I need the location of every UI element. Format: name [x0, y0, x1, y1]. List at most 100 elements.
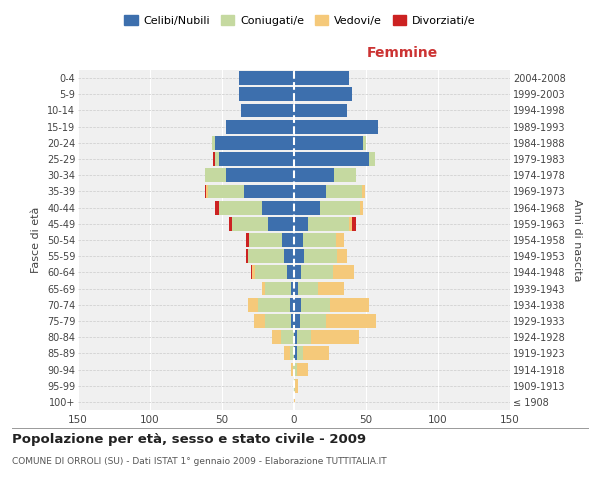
Bar: [302, 233, 336, 247]
Bar: [294, 298, 301, 312]
Bar: [294, 217, 308, 230]
Bar: [255, 266, 287, 280]
Bar: [215, 152, 219, 166]
Bar: [268, 217, 294, 230]
Bar: [294, 104, 347, 118]
Bar: [294, 362, 297, 376]
Bar: [248, 298, 258, 312]
Bar: [244, 184, 294, 198]
Bar: [334, 168, 356, 182]
Bar: [294, 330, 297, 344]
Bar: [294, 395, 295, 409]
Bar: [239, 71, 294, 85]
Bar: [251, 266, 252, 280]
Bar: [294, 71, 349, 85]
Bar: [294, 168, 334, 182]
Bar: [336, 233, 344, 247]
Bar: [294, 152, 369, 166]
Bar: [360, 200, 363, 214]
Text: Femmine: Femmine: [367, 46, 437, 60]
Bar: [239, 88, 294, 101]
Text: COMUNE DI ORROLI (SU) - Dati ISTAT 1° gennaio 2009 - Elaborazione TUTTITALIA.IT: COMUNE DI ORROLI (SU) - Dati ISTAT 1° ge…: [12, 457, 386, 466]
Bar: [290, 346, 294, 360]
Bar: [283, 233, 294, 247]
Bar: [219, 152, 294, 166]
Bar: [363, 136, 366, 149]
Bar: [215, 136, 294, 149]
Bar: [215, 200, 219, 214]
Bar: [272, 330, 281, 344]
Bar: [291, 282, 294, 296]
Bar: [294, 200, 320, 214]
Bar: [298, 282, 319, 296]
Bar: [290, 298, 294, 312]
Bar: [294, 314, 300, 328]
Bar: [295, 379, 298, 392]
Bar: [294, 233, 302, 247]
Bar: [333, 266, 355, 280]
Bar: [232, 217, 268, 230]
Bar: [294, 120, 377, 134]
Bar: [297, 346, 302, 360]
Y-axis label: Anni di nascita: Anni di nascita: [572, 198, 582, 281]
Bar: [301, 266, 333, 280]
Bar: [297, 330, 311, 344]
Bar: [214, 152, 215, 166]
Bar: [252, 266, 255, 280]
Bar: [248, 250, 284, 263]
Legend: Celibi/Nubili, Coniugati/e, Vedovi/e, Divorziati/e: Celibi/Nubili, Coniugati/e, Vedovi/e, Di…: [120, 10, 480, 30]
Bar: [349, 217, 352, 230]
Bar: [294, 266, 301, 280]
Bar: [308, 217, 349, 230]
Bar: [291, 362, 293, 376]
Bar: [254, 314, 265, 328]
Bar: [326, 314, 376, 328]
Bar: [205, 168, 226, 182]
Bar: [293, 362, 294, 376]
Bar: [241, 104, 294, 118]
Bar: [258, 298, 290, 312]
Bar: [304, 250, 337, 263]
Bar: [294, 346, 297, 360]
Bar: [300, 314, 326, 328]
Bar: [320, 200, 360, 214]
Bar: [297, 362, 308, 376]
Bar: [337, 250, 347, 263]
Bar: [352, 217, 356, 230]
Bar: [319, 282, 344, 296]
Bar: [205, 184, 206, 198]
Bar: [369, 152, 374, 166]
Text: Popolazione per età, sesso e stato civile - 2009: Popolazione per età, sesso e stato civil…: [12, 432, 366, 446]
Bar: [247, 250, 248, 263]
Bar: [302, 346, 329, 360]
Bar: [294, 250, 304, 263]
Bar: [294, 136, 363, 149]
Bar: [262, 282, 265, 296]
Bar: [212, 136, 215, 149]
Bar: [284, 346, 290, 360]
Bar: [294, 88, 352, 101]
Bar: [262, 200, 294, 214]
Bar: [294, 379, 295, 392]
Bar: [284, 250, 294, 263]
Bar: [265, 314, 291, 328]
Bar: [247, 233, 250, 247]
Bar: [291, 314, 294, 328]
Bar: [265, 282, 291, 296]
Bar: [219, 200, 262, 214]
Bar: [311, 330, 359, 344]
Y-axis label: Fasce di età: Fasce di età: [31, 207, 41, 273]
Bar: [326, 184, 362, 198]
Bar: [281, 330, 294, 344]
Bar: [301, 298, 330, 312]
Bar: [294, 282, 298, 296]
Bar: [250, 233, 283, 247]
Bar: [362, 184, 365, 198]
Bar: [330, 298, 369, 312]
Bar: [294, 184, 326, 198]
Bar: [208, 184, 244, 198]
Bar: [226, 120, 294, 134]
Bar: [229, 217, 232, 230]
Bar: [226, 168, 294, 182]
Bar: [287, 266, 294, 280]
